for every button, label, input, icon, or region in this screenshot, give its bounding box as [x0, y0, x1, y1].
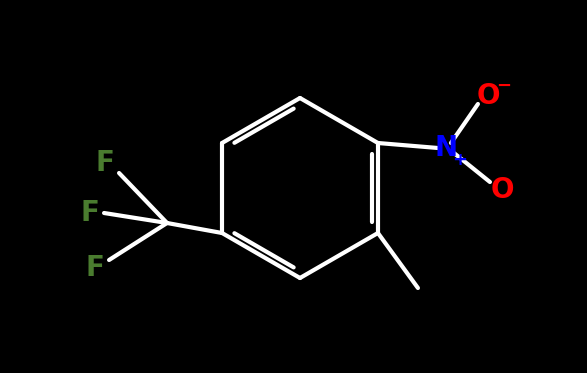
Text: −: −: [497, 77, 511, 95]
Text: F: F: [80, 199, 99, 227]
Text: F: F: [96, 149, 114, 177]
Text: O: O: [476, 82, 500, 110]
Text: N: N: [434, 134, 457, 162]
Text: O: O: [490, 176, 514, 204]
Text: +: +: [453, 151, 467, 169]
Text: F: F: [86, 254, 104, 282]
